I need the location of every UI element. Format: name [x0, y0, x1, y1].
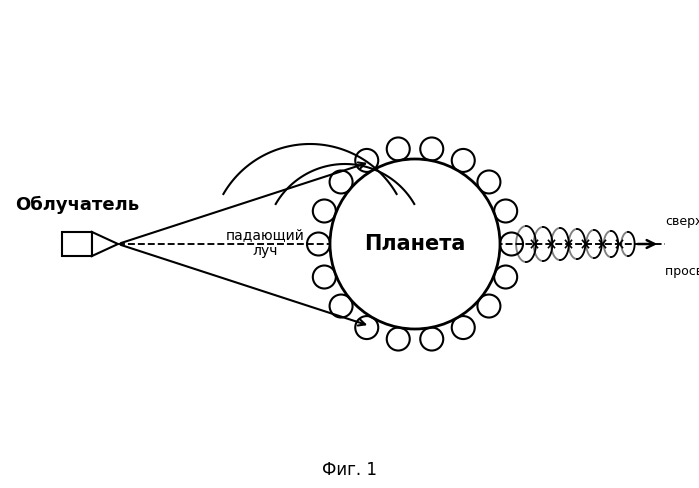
Circle shape: [452, 316, 475, 339]
Circle shape: [313, 200, 336, 223]
Circle shape: [330, 159, 500, 329]
Text: Фиг. 1: Фиг. 1: [322, 461, 377, 479]
Circle shape: [387, 327, 410, 350]
Circle shape: [494, 200, 517, 223]
Circle shape: [452, 149, 475, 172]
Bar: [62, 232, 92, 256]
Circle shape: [355, 316, 378, 339]
Text: Планета: Планета: [364, 234, 466, 254]
Circle shape: [477, 295, 500, 318]
Circle shape: [387, 138, 410, 161]
Circle shape: [420, 138, 443, 161]
Circle shape: [420, 327, 443, 350]
Text: просветный луч: просветный луч: [665, 265, 699, 279]
Circle shape: [329, 170, 352, 193]
Circle shape: [477, 170, 500, 193]
Circle shape: [500, 232, 523, 256]
Polygon shape: [92, 232, 118, 256]
Circle shape: [313, 265, 336, 288]
Circle shape: [355, 149, 378, 172]
Circle shape: [494, 265, 517, 288]
Text: сверхнаправленный: сверхнаправленный: [665, 216, 699, 228]
Text: падающий
луч: падающий луч: [226, 228, 305, 258]
Circle shape: [307, 232, 330, 256]
Text: Облучатель: Облучатель: [15, 196, 139, 214]
Circle shape: [329, 295, 352, 318]
